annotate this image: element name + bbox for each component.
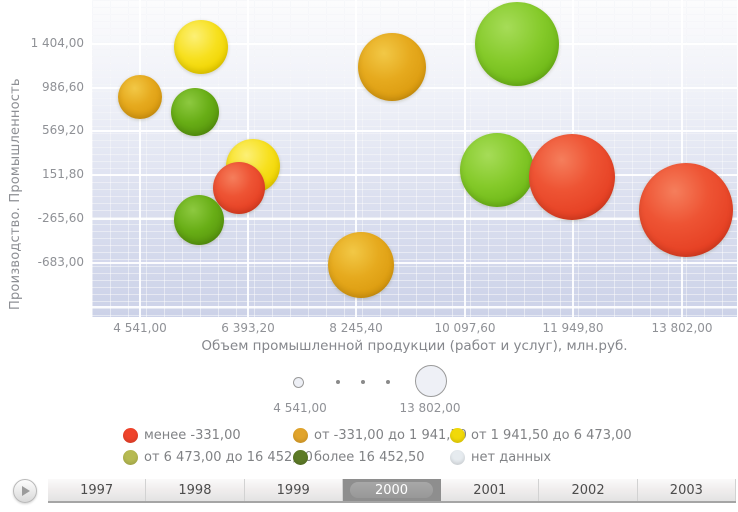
x-tick-label: 4 541,00 xyxy=(113,321,167,335)
y-tick-label: -265,60 xyxy=(37,211,84,225)
timeline-year-label: 2000 xyxy=(374,482,409,498)
color-legend-dot-icon xyxy=(123,427,138,443)
size-legend-min-label: 4 541,00 xyxy=(273,401,327,415)
color-legend-label: более 16 452,50 xyxy=(314,449,425,465)
major-gridline-horizontal xyxy=(92,306,737,308)
major-gridline-vertical xyxy=(139,0,141,317)
x-tick-label: 8 245,40 xyxy=(329,321,383,335)
y-tick-label: 1 404,00 xyxy=(30,36,84,50)
color-legend-dot-icon xyxy=(293,427,308,443)
data-bubble[interactable] xyxy=(475,2,559,86)
data-bubble[interactable] xyxy=(358,33,426,101)
x-tick-label: 6 393,20 xyxy=(221,321,275,335)
size-legend-min-circle xyxy=(293,377,304,388)
major-gridline-horizontal xyxy=(92,130,737,132)
selected-year-pill xyxy=(349,482,434,498)
y-tick-label: 569,20 xyxy=(42,123,84,137)
play-button[interactable] xyxy=(13,479,37,503)
color-legend-dot-icon xyxy=(450,449,465,465)
color-legend-item: нет данных xyxy=(450,449,551,465)
data-bubble[interactable] xyxy=(529,134,615,220)
color-legend-label: от 6 473,00 до 16 452,50 xyxy=(144,449,313,465)
y-tick-label: 986,60 xyxy=(42,80,84,94)
play-icon xyxy=(22,486,30,496)
color-legend-item: от 6 473,00 до 16 452,50 xyxy=(123,449,313,465)
timeline-year-1999[interactable]: 1999 xyxy=(245,479,343,501)
x-tick-label: 10 097,60 xyxy=(434,321,496,335)
x-tick-label: 13 802,00 xyxy=(651,321,713,335)
color-legend-dot-icon xyxy=(293,449,308,465)
timeline-year-label: 1999 xyxy=(276,482,310,498)
color-legend-label: менее -331,00 xyxy=(144,427,241,443)
timeline-year-1997[interactable]: 1997 xyxy=(48,479,147,501)
timeline-year-label: 1998 xyxy=(178,482,212,498)
size-legend-dot xyxy=(361,380,365,384)
major-gridline-vertical xyxy=(681,0,683,317)
color-legend-label: нет данных xyxy=(471,449,552,465)
size-legend-dot xyxy=(336,380,340,384)
color-legend-dot-icon xyxy=(123,449,138,465)
data-bubble[interactable] xyxy=(213,162,265,214)
data-bubble[interactable] xyxy=(174,195,224,245)
size-legend-max-circle xyxy=(415,365,447,397)
major-gridline-horizontal xyxy=(92,218,737,220)
color-legend-label: от -331,00 до 1 941,50 xyxy=(314,427,467,443)
timeline[interactable]: 1997 1998 1999 2000 2001 2002 2003 xyxy=(48,479,736,503)
data-bubble[interactable] xyxy=(171,88,219,136)
timeline-year-label: 2001 xyxy=(473,482,507,498)
timeline-year-label: 1997 xyxy=(80,482,114,498)
data-bubble[interactable] xyxy=(328,232,394,298)
timeline-year-1998[interactable]: 1998 xyxy=(146,479,245,501)
x-tick-label: 11 949,80 xyxy=(542,321,604,335)
y-tick-label: -683,00 xyxy=(37,255,84,269)
timeline-year-label: 2003 xyxy=(669,482,703,498)
y-tick-label: 151,80 xyxy=(42,167,84,181)
timeline-year-label: 2002 xyxy=(571,482,605,498)
timeline-year-2000[interactable]: 2000 xyxy=(342,479,442,501)
chart-plot-area xyxy=(92,0,737,317)
size-legend-dot xyxy=(386,380,390,384)
major-gridline-horizontal xyxy=(92,174,737,176)
x-axis-title: Объем промышленной продукции (работ и ус… xyxy=(201,338,628,354)
timeline-year-2001[interactable]: 2001 xyxy=(441,479,540,501)
major-gridline-vertical xyxy=(355,0,357,317)
data-bubble[interactable] xyxy=(639,163,733,257)
color-legend-label: от 1 941,50 до 6 473,00 xyxy=(471,427,632,443)
data-bubble[interactable] xyxy=(118,75,162,119)
color-legend-item: более 16 452,50 xyxy=(293,449,425,465)
major-gridline-horizontal xyxy=(92,262,737,264)
timeline-year-2002[interactable]: 2002 xyxy=(539,479,638,501)
timeline-year-2003[interactable]: 2003 xyxy=(638,479,736,501)
data-bubble[interactable] xyxy=(460,133,534,207)
color-legend-item: от -331,00 до 1 941,50 xyxy=(293,427,467,443)
size-legend-max-label: 13 802,00 xyxy=(399,401,461,415)
color-legend-item: от 1 941,50 до 6 473,00 xyxy=(450,427,632,443)
data-bubble[interactable] xyxy=(174,20,228,74)
color-legend-item: менее -331,00 xyxy=(123,427,241,443)
color-legend-dot-icon xyxy=(450,427,465,443)
